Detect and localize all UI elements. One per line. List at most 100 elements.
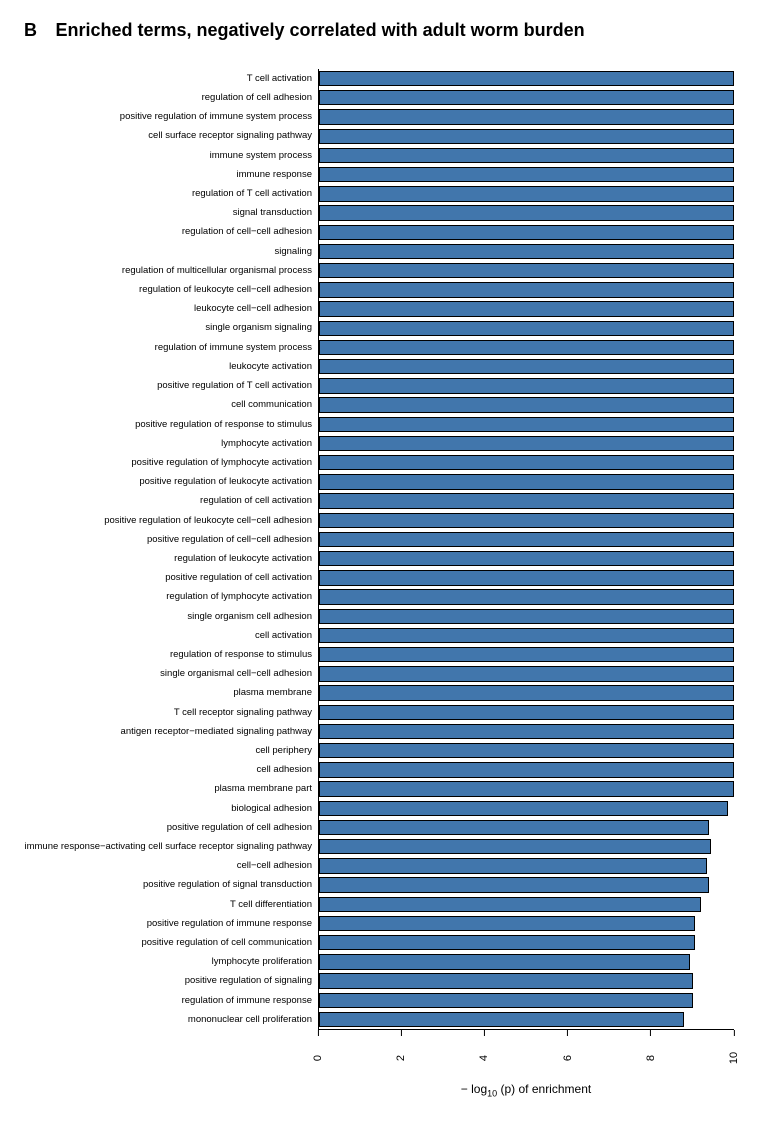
term-label: cell communication: [24, 395, 318, 414]
term-label: mononuclear cell proliferation: [24, 1010, 318, 1029]
term-label: positive regulation of leukocyte activat…: [24, 472, 318, 491]
bar: [319, 993, 693, 1008]
bar: [319, 493, 734, 508]
bar-row: [319, 88, 734, 107]
bar-row: [319, 472, 734, 491]
bar: [319, 897, 701, 912]
term-label: positive regulation of lymphocyte activa…: [24, 453, 318, 472]
bar-row: [319, 107, 734, 126]
bar-row: [319, 415, 734, 434]
term-label: T cell activation: [24, 69, 318, 88]
term-label: lymphocyte proliferation: [24, 952, 318, 971]
bar: [319, 685, 734, 700]
term-label: regulation of lymphocyte activation: [24, 587, 318, 606]
bar: [319, 570, 734, 585]
bar-row: [319, 972, 734, 991]
x-tick-mark: [567, 1030, 568, 1036]
bar-row: [319, 165, 734, 184]
bar: [319, 743, 734, 758]
bar: [319, 935, 695, 950]
figure-panel: B Enriched terms, negatively correlated …: [0, 0, 758, 1125]
term-label: single organism signaling: [24, 319, 318, 338]
term-label: leukocyte activation: [24, 357, 318, 376]
x-tick-label: 2: [395, 1055, 407, 1061]
bar-row: [319, 69, 734, 88]
bar: [319, 801, 728, 816]
term-label: regulation of T cell activation: [24, 184, 318, 203]
term-label: positive regulation of T cell activation: [24, 376, 318, 395]
x-tick-label: 8: [645, 1055, 657, 1061]
bar: [319, 954, 690, 969]
term-label: regulation of immune response: [24, 991, 318, 1010]
bar: [319, 321, 734, 336]
bar-row: [319, 280, 734, 299]
bar: [319, 186, 734, 201]
bar: [319, 647, 734, 662]
bar: [319, 551, 734, 566]
chart-title: Enriched terms, negatively correlated wi…: [55, 20, 584, 40]
bar: [319, 244, 734, 259]
bar: [319, 225, 734, 240]
bar: [319, 705, 734, 720]
bar-row: [319, 876, 734, 895]
bars-container: [319, 69, 734, 1029]
bar-row: [319, 856, 734, 875]
bar-row: [319, 664, 734, 683]
term-label: plasma membrane: [24, 684, 318, 703]
bar: [319, 340, 734, 355]
term-label: cell periphery: [24, 741, 318, 760]
term-label: positive regulation of cell activation: [24, 568, 318, 587]
enrichment-bar-chart: T cell activationregulation of cell adhe…: [24, 69, 734, 1029]
term-label: lymphocyte activation: [24, 434, 318, 453]
bar-row: [319, 299, 734, 318]
bar-row: [319, 511, 734, 530]
bar: [319, 532, 734, 547]
term-label: regulation of leukocyte cell−cell adhesi…: [24, 280, 318, 299]
term-label: positive regulation of cell adhesion: [24, 818, 318, 837]
bar: [319, 109, 734, 124]
term-label: biological adhesion: [24, 799, 318, 818]
bar-row: [319, 818, 734, 837]
bar-row: [319, 626, 734, 645]
bar: [319, 877, 709, 892]
bar-row: [319, 146, 734, 165]
x-tick-label: 4: [478, 1055, 490, 1061]
bar: [319, 71, 734, 86]
bar-row: [319, 549, 734, 568]
bar-row: [319, 780, 734, 799]
term-label: plasma membrane part: [24, 780, 318, 799]
bar: [319, 781, 734, 796]
bar: [319, 282, 734, 297]
term-label: T cell receptor signaling pathway: [24, 703, 318, 722]
term-label: cell−cell adhesion: [24, 856, 318, 875]
bar-row: [319, 703, 734, 722]
bar-row: [319, 799, 734, 818]
term-label: cell adhesion: [24, 760, 318, 779]
bar: [319, 609, 734, 624]
bar: [319, 301, 734, 316]
bar: [319, 589, 734, 604]
term-label: regulation of leukocyte activation: [24, 549, 318, 568]
term-label: leukocyte cell−cell adhesion: [24, 299, 318, 318]
bar-row: [319, 914, 734, 933]
term-label: positive regulation of leukocyte cell−ce…: [24, 511, 318, 530]
term-label: regulation of cell activation: [24, 491, 318, 510]
bar-row: [319, 684, 734, 703]
term-label: regulation of cell adhesion: [24, 88, 318, 107]
plot-area: [318, 69, 734, 1029]
x-tick-label: 10: [728, 1052, 740, 1064]
bar: [319, 263, 734, 278]
bar: [319, 397, 734, 412]
bar-row: [319, 453, 734, 472]
x-axis: − log10 (p) of enrichment 0246810: [318, 1029, 734, 1109]
bar: [319, 839, 711, 854]
x-tick: 2: [398, 1030, 404, 1052]
panel-label: B: [24, 20, 37, 40]
bar-row: [319, 1010, 734, 1029]
x-tick-mark: [484, 1030, 485, 1036]
bar: [319, 1012, 684, 1027]
bar-row: [319, 338, 734, 357]
term-label: regulation of multicellular organismal p…: [24, 261, 318, 280]
bar-row: [319, 933, 734, 952]
bar: [319, 417, 734, 432]
